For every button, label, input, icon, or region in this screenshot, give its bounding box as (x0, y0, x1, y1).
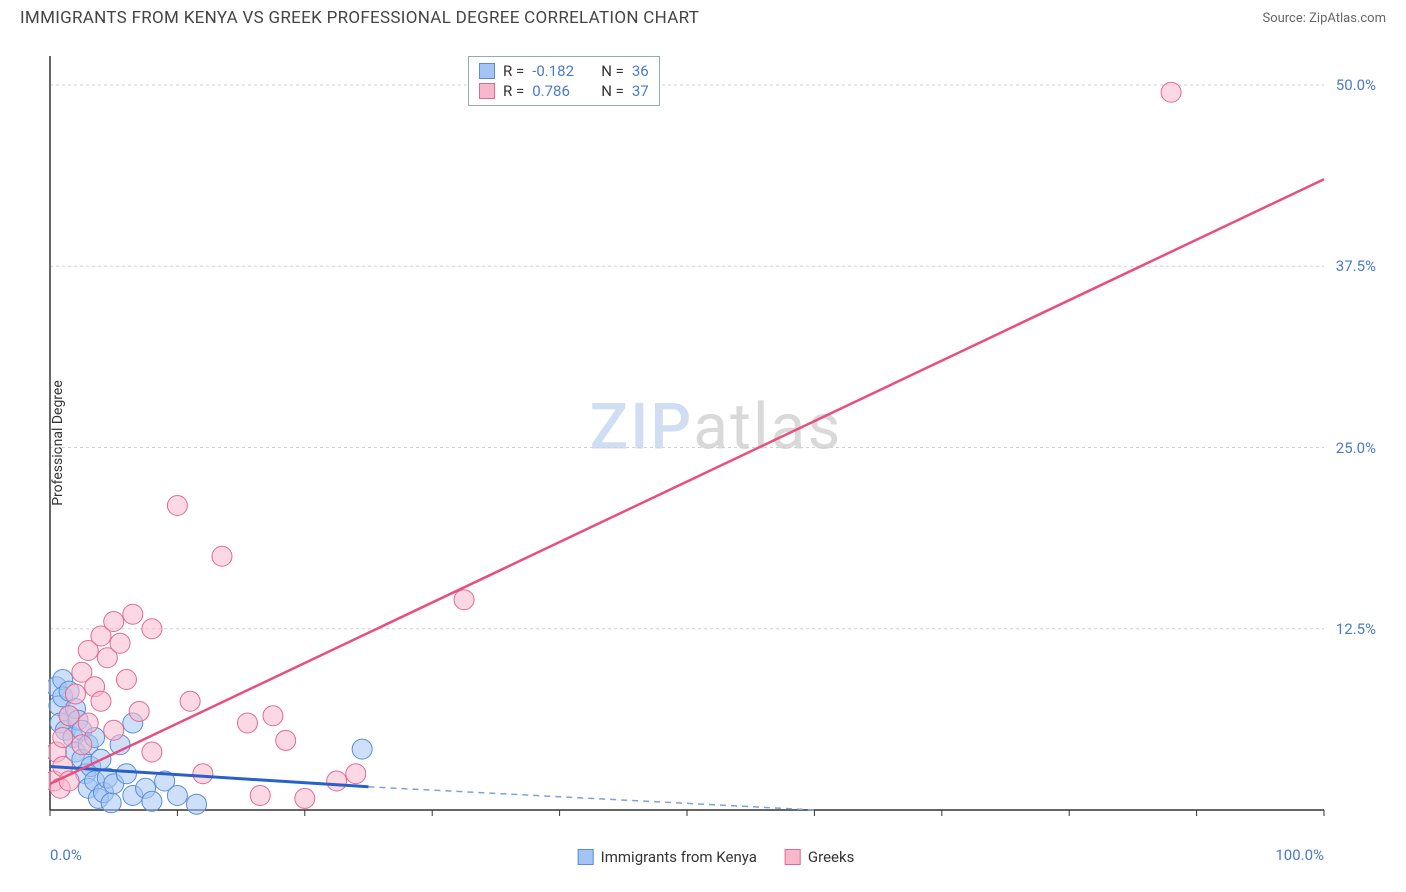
stats-row: R = 0.786 N = 37 (479, 81, 649, 101)
r-value: 0.786 (532, 82, 587, 100)
r-label: R = (503, 62, 524, 80)
y-tick-label: 50.0% (1336, 76, 1376, 94)
plot-svg (48, 48, 1384, 838)
legend-label-kenya: Immigrants from Kenya (601, 848, 757, 866)
y-tick-label: 25.0% (1336, 439, 1376, 457)
stats-swatch-pink (479, 83, 495, 99)
n-value: 36 (632, 62, 649, 80)
y-tick-label: 37.5% (1336, 257, 1376, 275)
legend-item-kenya: Immigrants from Kenya (578, 848, 757, 866)
legend-item-greeks: Greeks (785, 848, 854, 866)
source-attribution: Source: ZipAtlas.com (1262, 11, 1386, 26)
stats-row: R = -0.182 N = 36 (479, 61, 649, 81)
stats-swatch-blue (479, 63, 495, 79)
n-label: N = (601, 82, 624, 100)
n-value: 37 (632, 82, 649, 100)
legend-swatch-pink (785, 849, 801, 865)
y-tick-label: 12.5% (1336, 620, 1376, 638)
chart-title: IMMIGRANTS FROM KENYA VS GREEK PROFESSIO… (20, 8, 699, 28)
header: IMMIGRANTS FROM KENYA VS GREEK PROFESSIO… (0, 0, 1406, 32)
legend-swatch-blue (578, 849, 594, 865)
legend-label-greeks: Greeks (808, 848, 854, 866)
stats-legend-box: R = -0.182 N = 36 R = 0.786 N = 37 (468, 56, 660, 106)
n-label: N = (601, 62, 624, 80)
x-tick-label: 0.0% (50, 846, 82, 864)
r-label: R = (503, 82, 524, 100)
chart-area: Professional Degree ZIPatlas R =-0.182N … (48, 48, 1384, 838)
x-tick-label: 100.0% (1275, 846, 1324, 864)
r-value: -0.182 (532, 62, 587, 80)
bottom-legend: Immigrants from Kenya Greeks (578, 848, 855, 866)
